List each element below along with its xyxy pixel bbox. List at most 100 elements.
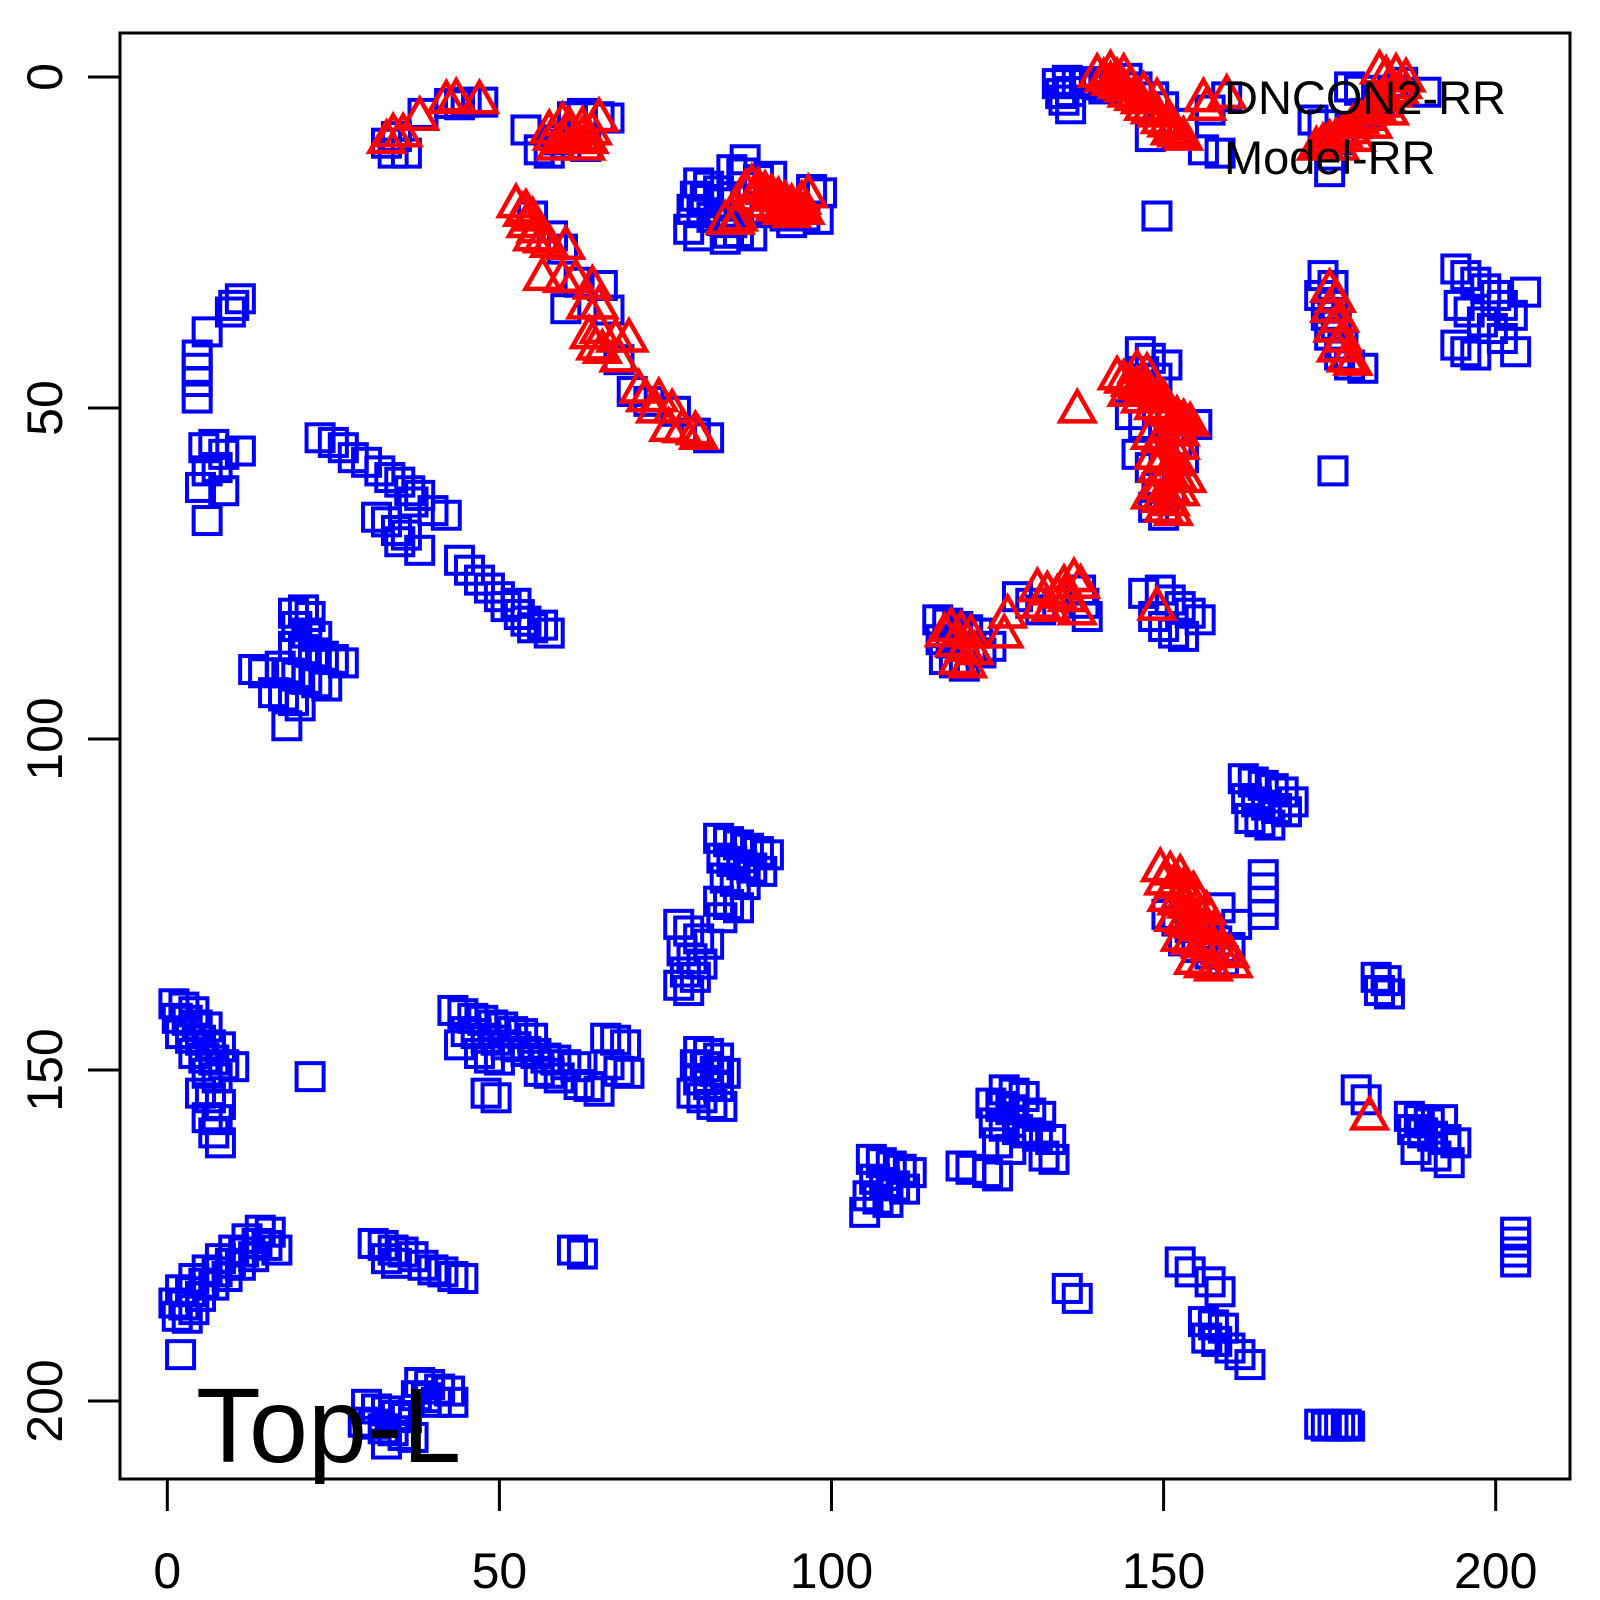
model-rr-point [1350, 1084, 1382, 1116]
dncon2-rr-point [578, 95, 620, 133]
dncon2-rr-point [651, 386, 693, 424]
model-rr-point [214, 296, 246, 328]
axes: 0 50 100 150 200 0 50 100 150 200 [17, 63, 1537, 1599]
model-rr-point [1244, 806, 1276, 838]
model-rr-point [663, 969, 695, 1001]
model-rr-point [543, 1062, 575, 1094]
model-rr-point [1443, 289, 1475, 321]
dncon2-rr-point [1056, 588, 1099, 626]
model-rr-point [1011, 1117, 1043, 1149]
dncon2-rr-point [1136, 446, 1178, 484]
dncon2-rr-point [544, 223, 587, 261]
model-rr-point [1334, 71, 1366, 103]
dncon2-rr-point [435, 75, 478, 113]
model-rr-point [1224, 1339, 1256, 1371]
model-rr-point [261, 1234, 293, 1266]
model-rr-point [444, 1029, 476, 1061]
model-rr-point [1397, 1114, 1429, 1146]
model-rr-point [1194, 1266, 1226, 1298]
model-rr-point [985, 1090, 1017, 1122]
dncon2-rr-point [1139, 845, 1182, 883]
dncon2-rr-point [1132, 383, 1175, 421]
model-rr-point [185, 471, 217, 503]
model-rr-point [171, 1302, 203, 1334]
model-rr-point [556, 1234, 588, 1266]
model-rr-point [191, 505, 223, 537]
model-rr-point [1476, 313, 1508, 345]
dncon2-rr-point [458, 77, 501, 115]
model-rr-point [1470, 273, 1502, 305]
model-rr-point [454, 554, 486, 586]
model-rr-point [1051, 1272, 1083, 1304]
model-rr-point [450, 86, 482, 118]
model-rr-point [370, 1243, 402, 1275]
dncon2-rr-point [1358, 47, 1401, 85]
dncon2-rr-point [1159, 915, 1202, 952]
model-rr-point [165, 1339, 197, 1371]
model-rr-point [1363, 975, 1395, 1007]
dncon2-rr-point [608, 315, 650, 353]
model-rr-point [463, 1037, 495, 1069]
y-tick-label: 50 [17, 380, 73, 436]
model-rr-point [676, 1077, 708, 1109]
model-rr-point [1317, 455, 1349, 487]
plot-box [118, 31, 1572, 1481]
dncon2-rr-point [637, 375, 680, 413]
dncon2-rr-point [1152, 489, 1195, 527]
model-rr-point [1234, 1349, 1266, 1381]
dncon2-rr-point [1116, 347, 1158, 384]
model-rr-point [430, 499, 462, 531]
dncon2-rr-point [1205, 72, 1248, 110]
legend-entry-model-rr: Model-RR [1224, 131, 1436, 184]
model-rr-point [470, 1077, 502, 1109]
model-rr-point [194, 1082, 226, 1114]
model-rr-point [480, 1082, 512, 1114]
model-rr-point [566, 1238, 598, 1270]
model-rr-point [1340, 1074, 1372, 1106]
model-rr-point [972, 1157, 1004, 1189]
model-rr-point [380, 514, 412, 546]
dncon2-rr-point [754, 184, 796, 222]
dncon2-rr-point [1212, 941, 1255, 979]
model-rr-point [407, 1249, 439, 1281]
model-rr-point [723, 892, 755, 924]
dncon2-rr-point [780, 178, 823, 216]
model-rr-point [1148, 610, 1180, 642]
dncon2-rr-point [1136, 584, 1178, 621]
dncon2-rr-point [1142, 486, 1185, 523]
dncon2-rr-point [578, 282, 620, 320]
model-rr-point [1035, 1124, 1067, 1156]
model-rr-point [311, 670, 343, 702]
dncon2-rr-point [930, 605, 972, 643]
model-rr-point [1510, 276, 1542, 308]
x-tick-label: 0 [153, 1543, 181, 1599]
model-rr-point [1277, 786, 1309, 818]
model-rr-point [573, 1071, 605, 1103]
dncon2-rr-point [521, 254, 564, 292]
model-rr-point [673, 213, 705, 245]
model-rr-point [294, 1061, 326, 1093]
model-rr-point [364, 455, 396, 487]
model-rr-point [590, 1022, 622, 1054]
model-rr-point [1061, 1282, 1093, 1314]
dncon2-rr-point [574, 323, 617, 361]
dncon2-rr-point [1059, 562, 1102, 600]
model-rr-point [191, 455, 223, 487]
model-rr-point [1400, 1133, 1432, 1165]
dncon2-rr-point [1132, 433, 1175, 470]
dncon2-rr-point [787, 171, 830, 209]
model-rr-point [533, 1057, 565, 1089]
dncon2-rr-point [521, 216, 564, 254]
dncon2-rr-point [1029, 585, 1072, 623]
model-rr-point [1214, 1332, 1246, 1364]
model-rr-point [185, 1077, 217, 1109]
model-rr-point [1174, 1256, 1206, 1288]
model-rr-point [729, 869, 761, 901]
dncon2-rr-point [365, 117, 408, 155]
model-rr-point [281, 610, 313, 642]
dncon2-rr-point [983, 611, 1026, 649]
dncon2-rr-point [1102, 51, 1145, 88]
model-rr-point [686, 1082, 718, 1114]
model-rr-point [1048, 84, 1080, 116]
